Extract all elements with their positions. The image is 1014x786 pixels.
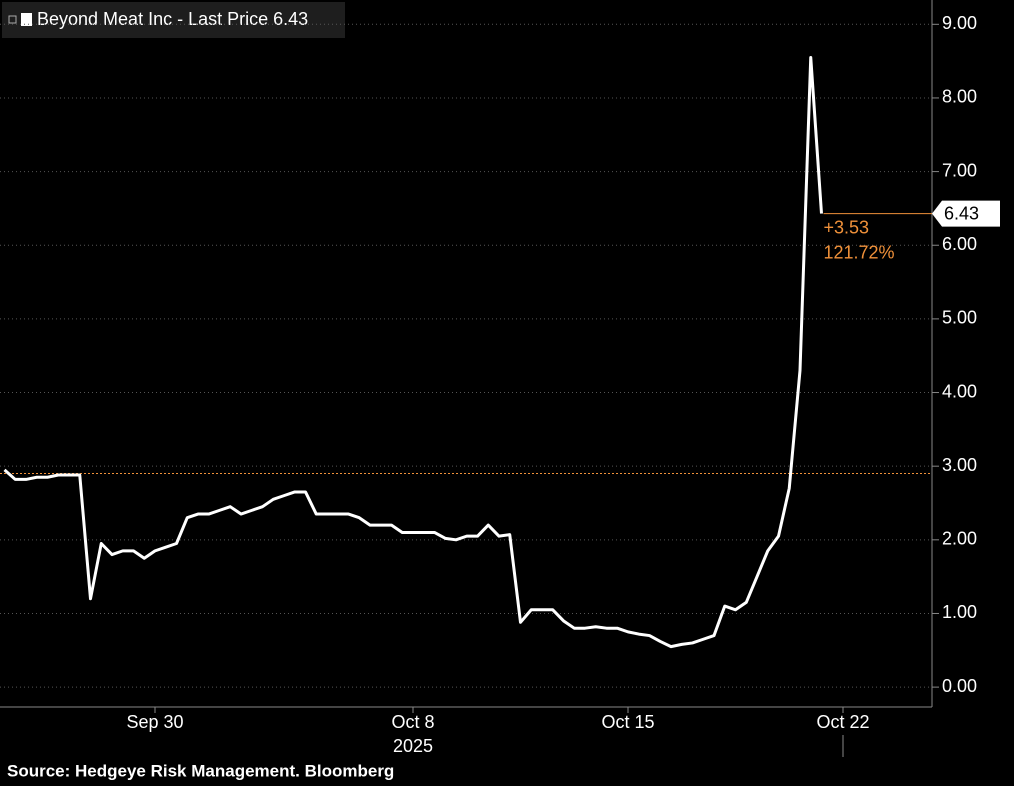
legend-swatch xyxy=(21,13,32,26)
y-tick-label: 0.00 xyxy=(942,676,977,696)
y-tick-label: 6.00 xyxy=(942,234,977,254)
x-tick-label: Oct 8 xyxy=(391,712,434,732)
change-label: +3.53 xyxy=(824,217,870,237)
x-tick-label: Oct 15 xyxy=(601,712,654,732)
x-tick-label: Oct 22 xyxy=(816,712,869,732)
y-tick-label: 5.00 xyxy=(942,308,977,328)
y-tick-label: 9.00 xyxy=(942,13,977,33)
y-tick-label: 2.00 xyxy=(942,529,977,549)
y-tick-label: 3.00 xyxy=(942,455,977,475)
year-label: 2025 xyxy=(393,736,433,756)
y-tick-label: 8.00 xyxy=(942,87,977,107)
y-tick-label: 4.00 xyxy=(942,381,977,401)
price-line xyxy=(3,55,823,649)
y-tick-label: 1.00 xyxy=(942,602,977,622)
legend-box xyxy=(2,2,345,38)
change-pct-label: 121.72% xyxy=(824,242,895,262)
source: Source: Hedgeye Risk Management. Bloombe… xyxy=(7,761,394,780)
legend-label: Beyond Meat Inc - Last Price 6.43 xyxy=(37,9,308,29)
x-tick-label: Sep 30 xyxy=(126,712,183,732)
y-tick-label: 7.00 xyxy=(942,160,977,180)
price-tag-label: 6.43 xyxy=(944,203,979,223)
legend-icon xyxy=(8,15,17,24)
price-tag xyxy=(932,200,1000,227)
